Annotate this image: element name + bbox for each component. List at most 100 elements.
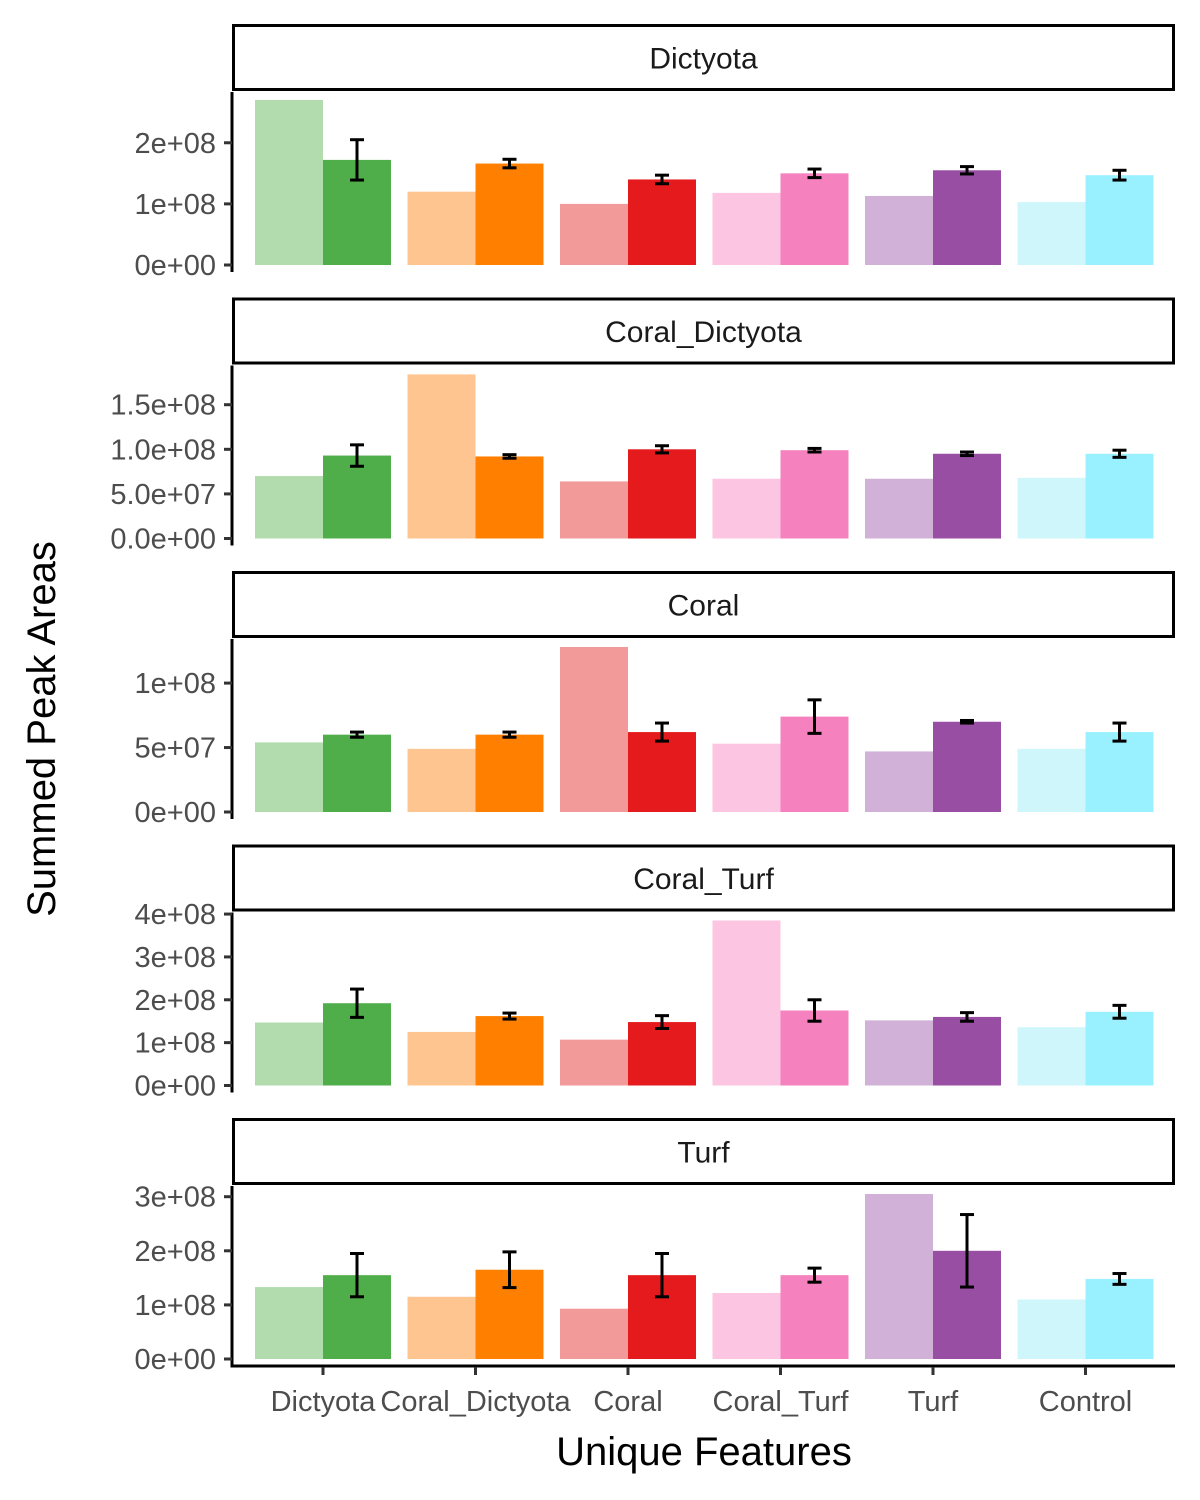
bar-dark-control [1085, 732, 1154, 812]
strip-label: Turf [677, 1137, 730, 1170]
y-tick-label: 1e+08 [135, 1290, 216, 1322]
bar-dark-control [1085, 453, 1154, 539]
strip-label: Coral_Dictyota [605, 316, 802, 349]
panel-coral: Coral 0e+00 5e+07 1e+08 [135, 571, 1175, 829]
error-bar-coral [655, 1014, 669, 1030]
error-bar-turf [960, 1011, 974, 1023]
bar-light-turf [865, 1194, 933, 1359]
bar-light-turf [865, 1020, 933, 1086]
y-tick-label: 5e+07 [135, 733, 216, 765]
error-bar-dictyota [350, 443, 364, 468]
bar-dark-turf [933, 1016, 1001, 1086]
bar-dark-coral-dictyota [475, 1016, 544, 1086]
bar-light-coral-turf [712, 1293, 781, 1359]
error-bar-coral [655, 1252, 669, 1299]
bar-dark-coral [628, 732, 696, 812]
bar-light-control [1017, 1027, 1086, 1086]
bar-dark-coral-turf [780, 173, 849, 265]
bar-light-coral [560, 647, 628, 812]
bar-light-dictyota [255, 476, 323, 539]
y-tick-label: 0e+00 [135, 797, 216, 829]
error-bar-control [1112, 448, 1127, 459]
error-bar-coral [655, 173, 669, 186]
error-bar-dictyota [350, 138, 364, 182]
bar-dark-coral-dictyota [475, 456, 544, 539]
bar-dark-dictyota [323, 734, 391, 812]
chart-panels: Dictyota 0e+00 1e+08 2e+08 Coral_Dictyota 0.0… [110, 24, 1175, 1376]
bar-light-coral-turf [712, 192, 781, 265]
error-bar-control [1112, 721, 1127, 743]
x-axis-title: Unique Features [556, 1430, 852, 1474]
y-tick-label: 0.0e+00 [110, 524, 216, 556]
error-bar-coral-dictyota [502, 157, 517, 170]
bar-light-control [1017, 1299, 1086, 1359]
y-tick-label: 1.5e+08 [110, 390, 216, 422]
error-bar-turf [960, 718, 974, 725]
bar-light-dictyota [255, 100, 323, 265]
bar-light-coral-dictyota [407, 1031, 476, 1086]
y-tick-label: 2e+08 [135, 128, 216, 160]
bar-dark-dictyota [323, 455, 391, 539]
error-bar-turf [960, 165, 974, 176]
error-bar-control [1112, 1272, 1127, 1286]
strip-label: Coral_Turf [633, 863, 774, 896]
error-bar-turf [960, 1213, 974, 1289]
bar-light-turf [865, 478, 933, 539]
bar-light-turf [865, 751, 933, 812]
bar-dark-coral [628, 449, 696, 539]
error-bar-control [1112, 168, 1127, 182]
y-tick-label: 1.0e+08 [110, 434, 216, 466]
error-bar-coral-turf [807, 446, 822, 454]
x-tick-label: Control [1039, 1386, 1133, 1418]
bar-light-dictyota [255, 1287, 323, 1359]
x-tick-label: Coral_Dictyota [380, 1386, 571, 1418]
bar-light-coral [560, 203, 628, 265]
strip-label: Dictyota [649, 43, 758, 76]
x-tick-label: Turf [908, 1386, 959, 1418]
bar-light-control [1017, 202, 1086, 265]
y-tick-label: 2e+08 [135, 985, 216, 1017]
bar-dark-control [1085, 1011, 1154, 1086]
bar-light-coral-dictyota [407, 748, 476, 812]
bar-light-dictyota [255, 1022, 323, 1086]
error-bar-coral [655, 721, 669, 743]
error-bar-coral-dictyota [502, 1250, 517, 1290]
bar-dark-coral-turf [780, 1010, 849, 1086]
bar-light-coral [560, 1039, 628, 1086]
bar-light-control [1017, 748, 1086, 812]
strip-coral-turf [232, 844, 1175, 912]
error-bar-coral-turf [807, 698, 822, 735]
y-tick-label: 0e+00 [135, 250, 216, 282]
y-tick-label: 1e+08 [135, 668, 216, 700]
error-bar-coral-turf [807, 167, 822, 180]
strip-label: Coral [668, 590, 740, 623]
bar-light-turf [865, 195, 933, 265]
bar-light-coral-turf [712, 478, 781, 539]
error-bar-coral-turf [807, 1266, 822, 1284]
bar-light-coral [560, 481, 628, 539]
y-axis-title: Summed Peak Areas [20, 541, 64, 917]
bar-light-coral-turf [712, 920, 781, 1086]
y-tick-label: 1e+08 [135, 189, 216, 221]
error-bar-coral-dictyota [502, 730, 517, 739]
error-bar-control [1112, 1003, 1127, 1020]
error-bar-coral [655, 444, 669, 455]
bar-light-dictyota [255, 742, 323, 812]
bar-dark-turf [933, 721, 1001, 812]
bar-dark-coral-turf [780, 1275, 849, 1359]
x-tick-label: Coral [593, 1386, 662, 1418]
bar-light-coral-turf [712, 743, 781, 812]
bar-dark-turf [933, 453, 1001, 539]
bar-dark-coral [628, 1022, 696, 1086]
y-tick-label: 3e+08 [135, 942, 216, 974]
panel-turf: Turf 0e+00 1e+08 2e+08 3e+08 [135, 1118, 1175, 1376]
error-bar-coral-turf [807, 998, 822, 1023]
panel-coral-dictyota: Coral_Dictyota 0.0e+00 5.0e+07 1.0e+08 1.5e+… [110, 297, 1175, 556]
strip-coral [232, 571, 1175, 638]
bar-dark-control [1085, 175, 1154, 265]
error-bar-dictyota [350, 730, 364, 739]
y-tick-label: 2e+08 [135, 1236, 216, 1268]
strip-dictyota [232, 24, 1175, 91]
bar-light-coral-dictyota [407, 1296, 476, 1359]
